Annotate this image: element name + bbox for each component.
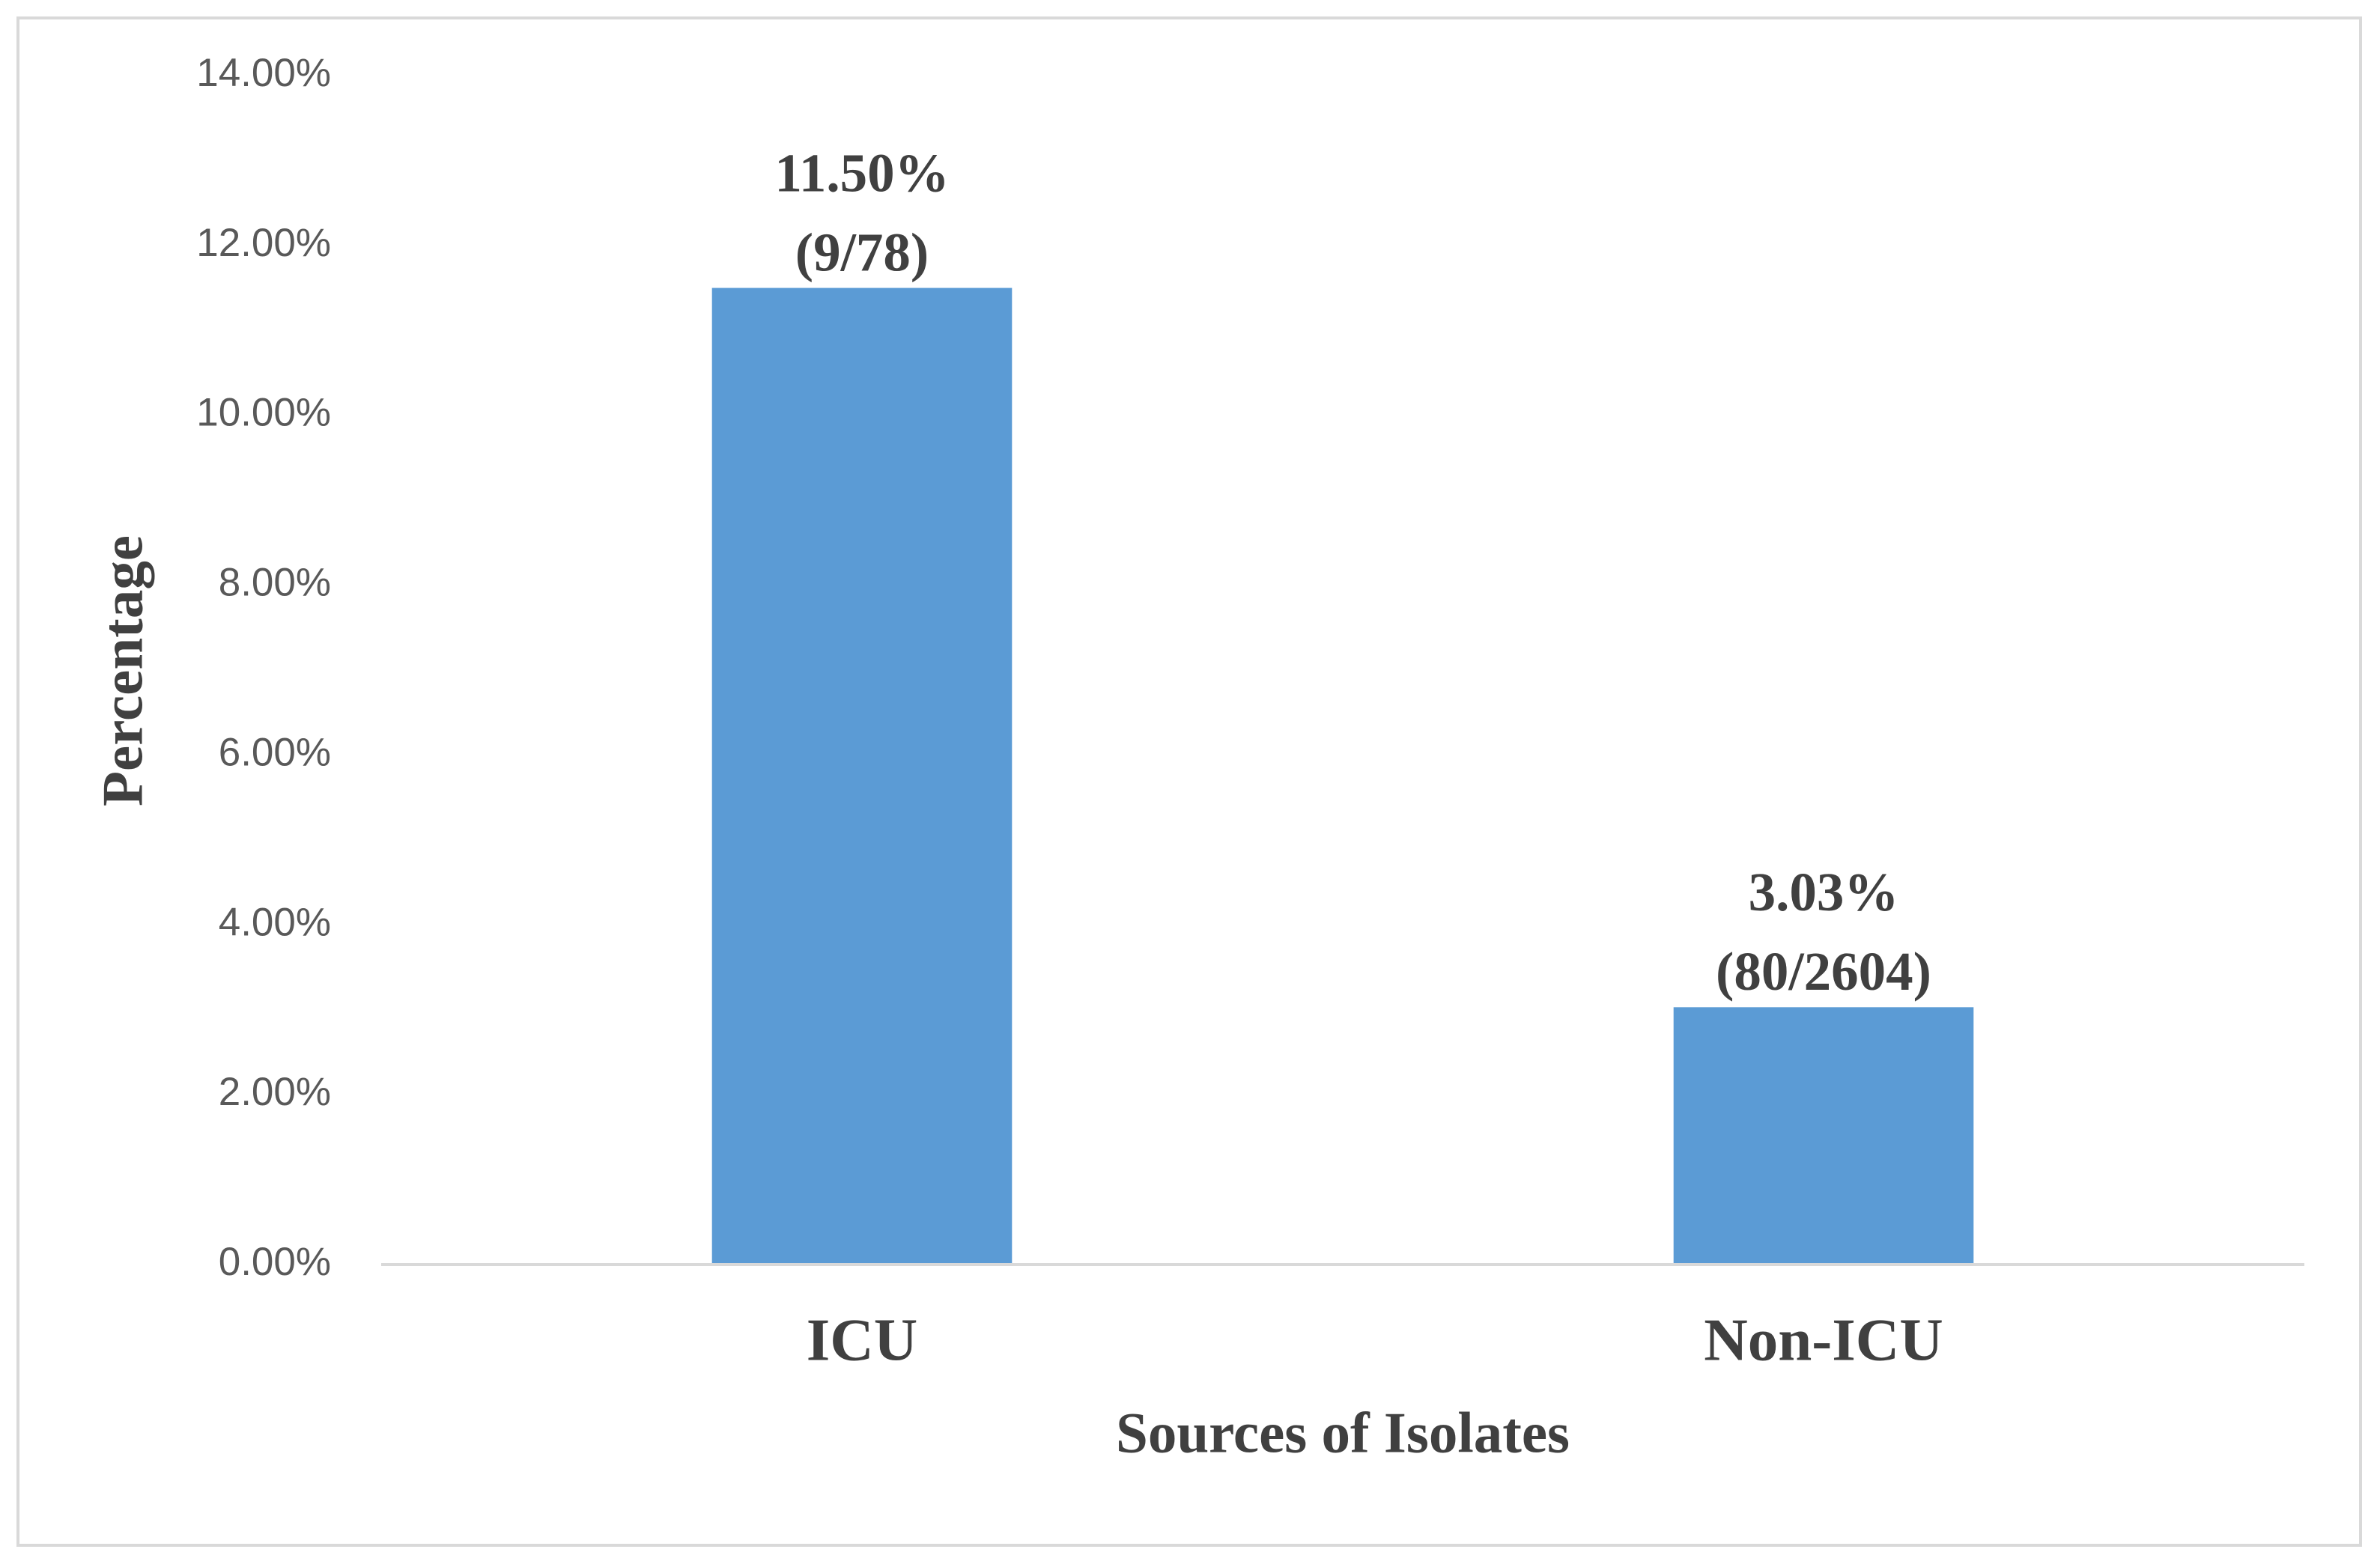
y-tick-label: 14.00%: [196, 51, 331, 95]
x-tick-label: ICU: [807, 1306, 918, 1374]
y-tick-label: 10.00%: [196, 391, 331, 435]
y-tick-label: 2.00%: [219, 1070, 331, 1114]
value-label: 11.50%: [774, 142, 949, 203]
x-axis-title: Sources of Isolates: [1116, 1401, 1570, 1465]
y-tick-label: 8.00%: [219, 561, 331, 605]
value-label: (9/78): [795, 222, 929, 282]
value-label: 3.03%: [1749, 862, 1899, 922]
y-tick-label: 12.00%: [196, 221, 331, 265]
y-tick-label: 0.00%: [219, 1240, 331, 1284]
y-axis-title: Percentage: [91, 535, 155, 806]
y-tick-label: 6.00%: [219, 730, 331, 774]
bar: [711, 287, 1013, 1265]
value-label: (80/2604): [1716, 941, 1931, 1002]
y-tick-label: 4.00%: [219, 900, 331, 944]
chart-border: [16, 16, 2362, 1547]
x-tick-label: Non-ICU: [1704, 1306, 1943, 1374]
bar: [1673, 1007, 1974, 1265]
